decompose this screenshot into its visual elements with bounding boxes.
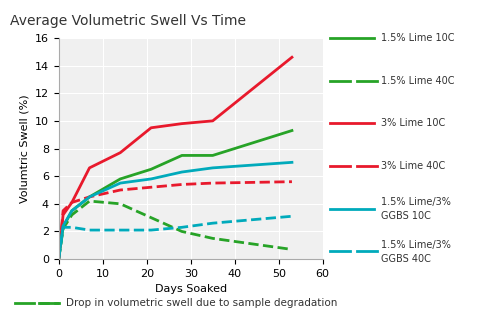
Y-axis label: Volumtric Swell (%): Volumtric Swell (%)	[19, 94, 29, 203]
Text: Drop in volumetric swell due to sample degradation: Drop in volumetric swell due to sample d…	[66, 298, 337, 308]
Text: 1.5% Lime/3%: 1.5% Lime/3%	[381, 197, 450, 207]
Text: GGBS 40C: GGBS 40C	[381, 254, 430, 264]
Text: 3% Lime 40C: 3% Lime 40C	[381, 161, 445, 171]
Text: Average Volumetric Swell Vs Time: Average Volumetric Swell Vs Time	[10, 15, 245, 28]
Text: 1.5% Lime 10C: 1.5% Lime 10C	[381, 33, 454, 43]
Text: 1.5% Lime 40C: 1.5% Lime 40C	[381, 76, 454, 86]
Text: 1.5% Lime/3%: 1.5% Lime/3%	[381, 240, 450, 250]
X-axis label: Days Soaked: Days Soaked	[154, 284, 226, 295]
Text: GGBS 10C: GGBS 10C	[381, 211, 430, 222]
Text: 3% Lime 10C: 3% Lime 10C	[381, 118, 445, 128]
